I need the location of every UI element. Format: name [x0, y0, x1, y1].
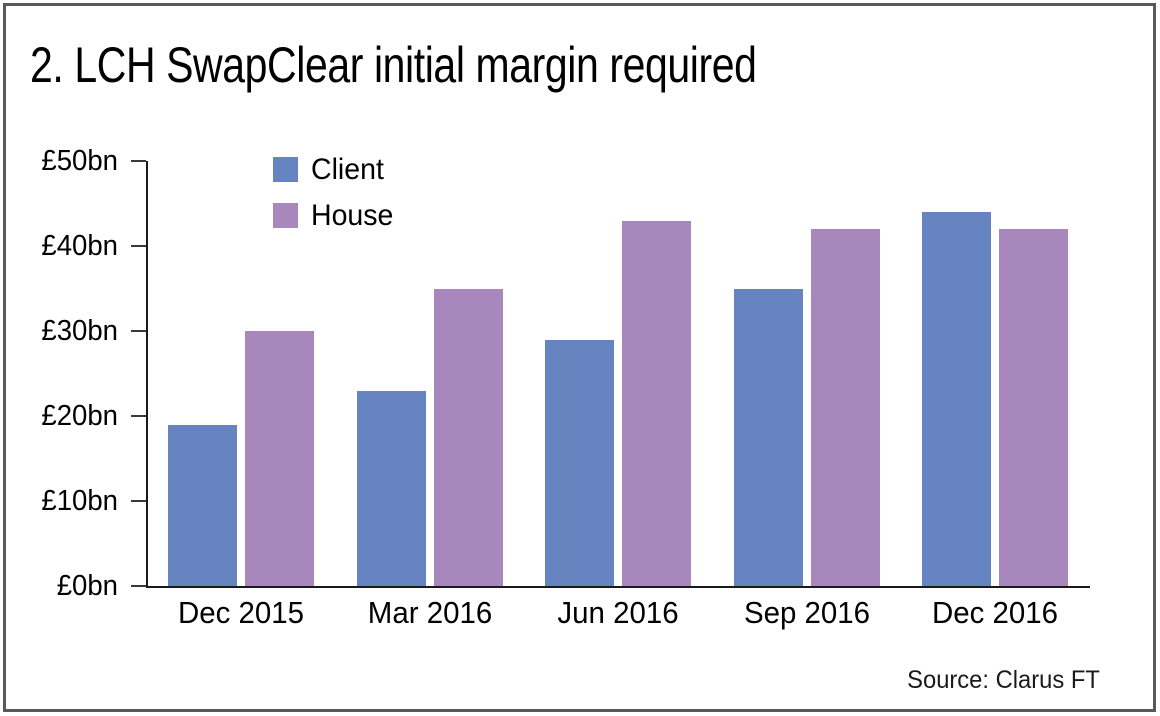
y-axis-tick-label: £40bn: [41, 230, 118, 262]
y-axis-tick: [131, 160, 146, 162]
chart-title: 2. LCH SwapClear initial margin required: [30, 37, 757, 93]
x-axis-category-label: Dec 2015: [177, 595, 305, 630]
x-axis-category-label: Mar 2016: [367, 595, 492, 630]
bar-house-sep-2016: [810, 229, 880, 586]
bar-house-dec-2016: [999, 229, 1069, 586]
bar-client-mar-2016: [356, 390, 426, 586]
bar-client-dec-2015: [168, 424, 237, 586]
y-axis-tick: [131, 245, 146, 247]
y-axis-tick: [131, 585, 146, 587]
legend-label-client: Client: [311, 153, 384, 186]
bar-house-jun-2016: [622, 220, 692, 586]
x-axis-category-label: Jun 2016: [557, 595, 679, 630]
chart-legend: Client House: [273, 153, 398, 249]
y-axis-tick-label: £50bn: [41, 145, 118, 177]
y-axis-tick: [131, 500, 146, 502]
y-axis-tick: [131, 415, 146, 417]
y-axis-tick: [131, 330, 146, 332]
bar-client-sep-2016: [733, 288, 803, 586]
y-axis-tick-label: £10bn: [41, 485, 118, 517]
source-label: Source: Clarus FT: [907, 666, 1100, 694]
bar-house-dec-2015: [245, 331, 314, 586]
y-axis-tick-label: £0bn: [56, 570, 118, 602]
legend-swatch-client: [273, 157, 298, 182]
y-axis-tick-label: £30bn: [41, 315, 118, 347]
bar-client-jun-2016: [545, 339, 615, 586]
legend-item-house: House: [273, 199, 398, 232]
legend-label-house: House: [311, 199, 394, 232]
bar-client-dec-2016: [922, 212, 992, 586]
y-axis-tick-label: £20bn: [41, 400, 118, 432]
x-axis-category-label: Sep 2016: [743, 595, 870, 630]
bar-house-mar-2016: [433, 288, 503, 586]
legend-swatch-house: [273, 203, 298, 228]
x-axis-category-label: Dec 2016: [932, 595, 1059, 630]
y-axis-line: [146, 161, 148, 588]
legend-item-client: Client: [273, 153, 398, 186]
x-axis-line: [146, 586, 1090, 588]
